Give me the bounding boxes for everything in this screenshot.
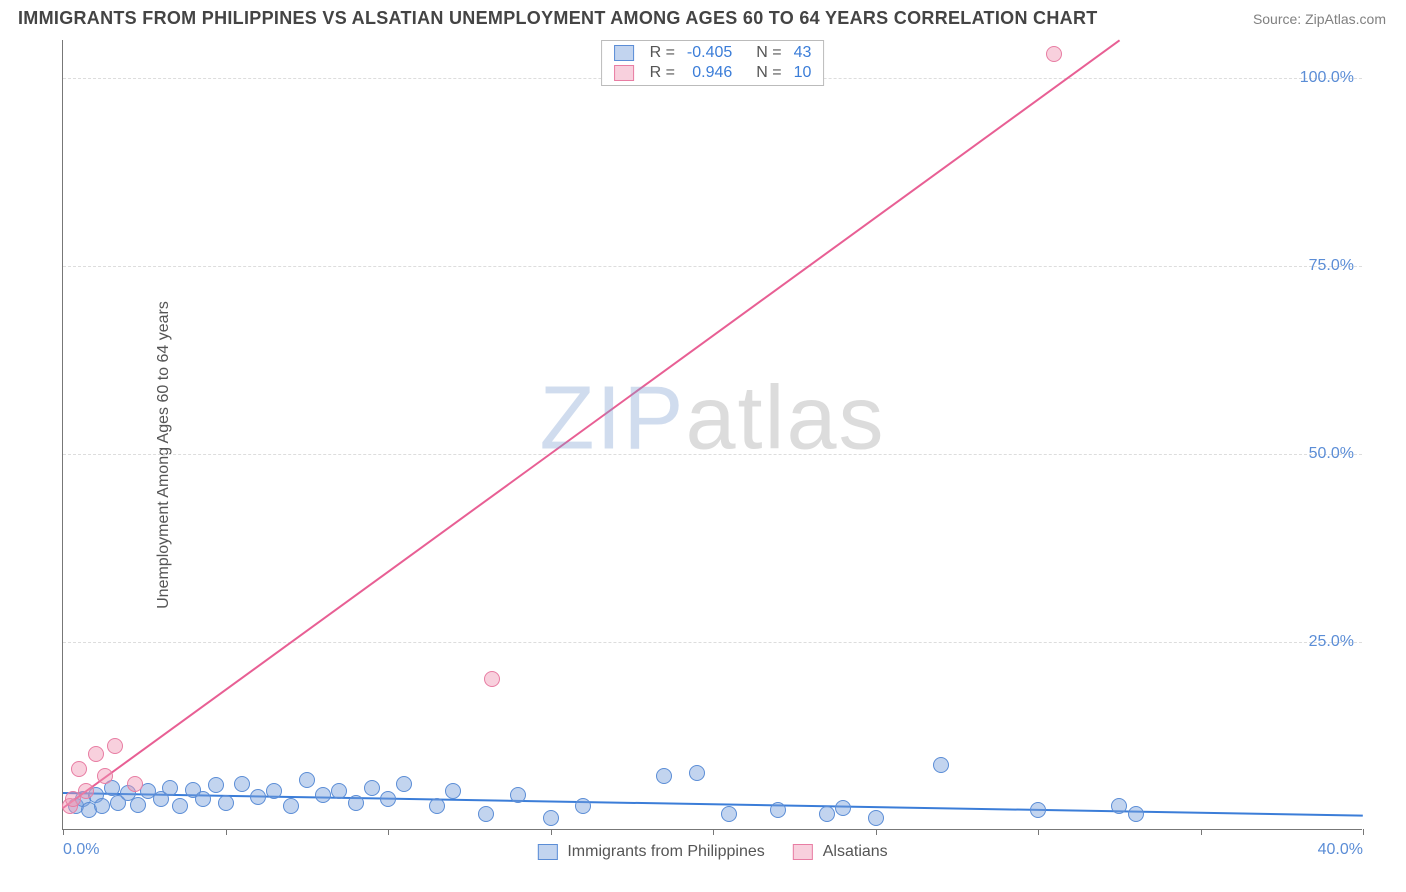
y-tick-label: 25.0% xyxy=(1309,633,1354,651)
data-point xyxy=(71,761,87,777)
data-point xyxy=(266,783,282,799)
data-point xyxy=(429,798,445,814)
y-tick-label: 75.0% xyxy=(1309,257,1354,275)
data-point xyxy=(484,671,500,687)
gridline xyxy=(63,642,1362,643)
data-point xyxy=(478,806,494,822)
legend-item: Alsatians xyxy=(793,843,888,861)
y-tick-label: 100.0% xyxy=(1300,69,1354,87)
data-point xyxy=(819,806,835,822)
data-point xyxy=(868,810,884,826)
data-point xyxy=(656,768,672,784)
x-tick xyxy=(63,829,64,835)
x-tick xyxy=(551,829,552,835)
legend-label: Immigrants from Philippines xyxy=(567,843,764,861)
data-point xyxy=(94,798,110,814)
legend-swatch xyxy=(614,65,634,81)
legend-swatch xyxy=(614,45,634,61)
chart-title: IMMIGRANTS FROM PHILIPPINES VS ALSATIAN … xyxy=(18,8,1098,29)
source-label: Source: ZipAtlas.com xyxy=(1253,11,1386,27)
stat-n-value: 43 xyxy=(788,43,818,63)
source-prefix: Source: xyxy=(1253,11,1305,27)
data-point xyxy=(835,800,851,816)
legend-stat-row: R =0.946 N =10 xyxy=(608,63,818,83)
data-point xyxy=(78,783,94,799)
data-point xyxy=(97,768,113,784)
data-point xyxy=(283,798,299,814)
data-point xyxy=(250,789,266,805)
title-bar: IMMIGRANTS FROM PHILIPPINES VS ALSATIAN … xyxy=(0,0,1406,33)
y-tick-label: 50.0% xyxy=(1309,445,1354,463)
data-point xyxy=(195,791,211,807)
data-point xyxy=(348,795,364,811)
legend-swatch xyxy=(793,844,813,860)
legend-stats: R =-0.405 N =43 R =0.946 N =10 xyxy=(601,40,825,86)
data-point xyxy=(234,776,250,792)
x-tick xyxy=(1201,829,1202,835)
stat-n-label: N = xyxy=(750,43,787,63)
legend-label: Alsatians xyxy=(823,843,888,861)
data-point xyxy=(1128,806,1144,822)
x-tick xyxy=(713,829,714,835)
data-point xyxy=(127,776,143,792)
data-point xyxy=(162,780,178,796)
data-point xyxy=(933,757,949,773)
data-point xyxy=(575,798,591,814)
data-point xyxy=(510,787,526,803)
x-tick xyxy=(388,829,389,835)
legend-stat-row: R =-0.405 N =43 xyxy=(608,43,818,63)
source-name: ZipAtlas.com xyxy=(1305,11,1386,27)
data-point xyxy=(445,783,461,799)
data-point xyxy=(721,806,737,822)
x-tick xyxy=(876,829,877,835)
stat-n-value: 10 xyxy=(788,63,818,83)
data-point xyxy=(331,783,347,799)
x-tick-label: 0.0% xyxy=(63,841,99,859)
gridline xyxy=(63,454,1362,455)
data-point xyxy=(543,810,559,826)
data-point xyxy=(299,772,315,788)
data-point xyxy=(172,798,188,814)
x-tick xyxy=(1038,829,1039,835)
legend-swatch xyxy=(537,844,557,860)
data-point xyxy=(1111,798,1127,814)
data-point xyxy=(689,765,705,781)
legend-item: Immigrants from Philippines xyxy=(537,843,764,861)
data-point xyxy=(107,738,123,754)
data-point xyxy=(130,797,146,813)
data-point xyxy=(315,787,331,803)
stat-r-value: -0.405 xyxy=(681,43,738,63)
plot-area: ZIPatlas R =-0.405N =43R =0.946N =10 Imm… xyxy=(62,40,1362,830)
data-point xyxy=(364,780,380,796)
chart-wrap: Unemployment Among Ages 60 to 64 years Z… xyxy=(18,40,1388,870)
data-point xyxy=(88,746,104,762)
stat-r-value: 0.946 xyxy=(681,63,738,83)
gridline xyxy=(63,266,1362,267)
data-point xyxy=(218,795,234,811)
x-tick xyxy=(226,829,227,835)
data-point xyxy=(380,791,396,807)
stat-r-label: R = xyxy=(644,43,681,63)
x-tick-label: 40.0% xyxy=(1318,841,1363,859)
legend-series: Immigrants from Philippines Alsatians xyxy=(537,843,887,861)
data-point xyxy=(1046,46,1062,62)
data-point xyxy=(770,802,786,818)
stat-r-label: R = xyxy=(644,63,681,83)
data-point xyxy=(208,777,224,793)
x-tick xyxy=(1363,829,1364,835)
stat-n-label: N = xyxy=(750,63,787,83)
data-point xyxy=(396,776,412,792)
data-point xyxy=(1030,802,1046,818)
trend-line xyxy=(62,40,1119,809)
